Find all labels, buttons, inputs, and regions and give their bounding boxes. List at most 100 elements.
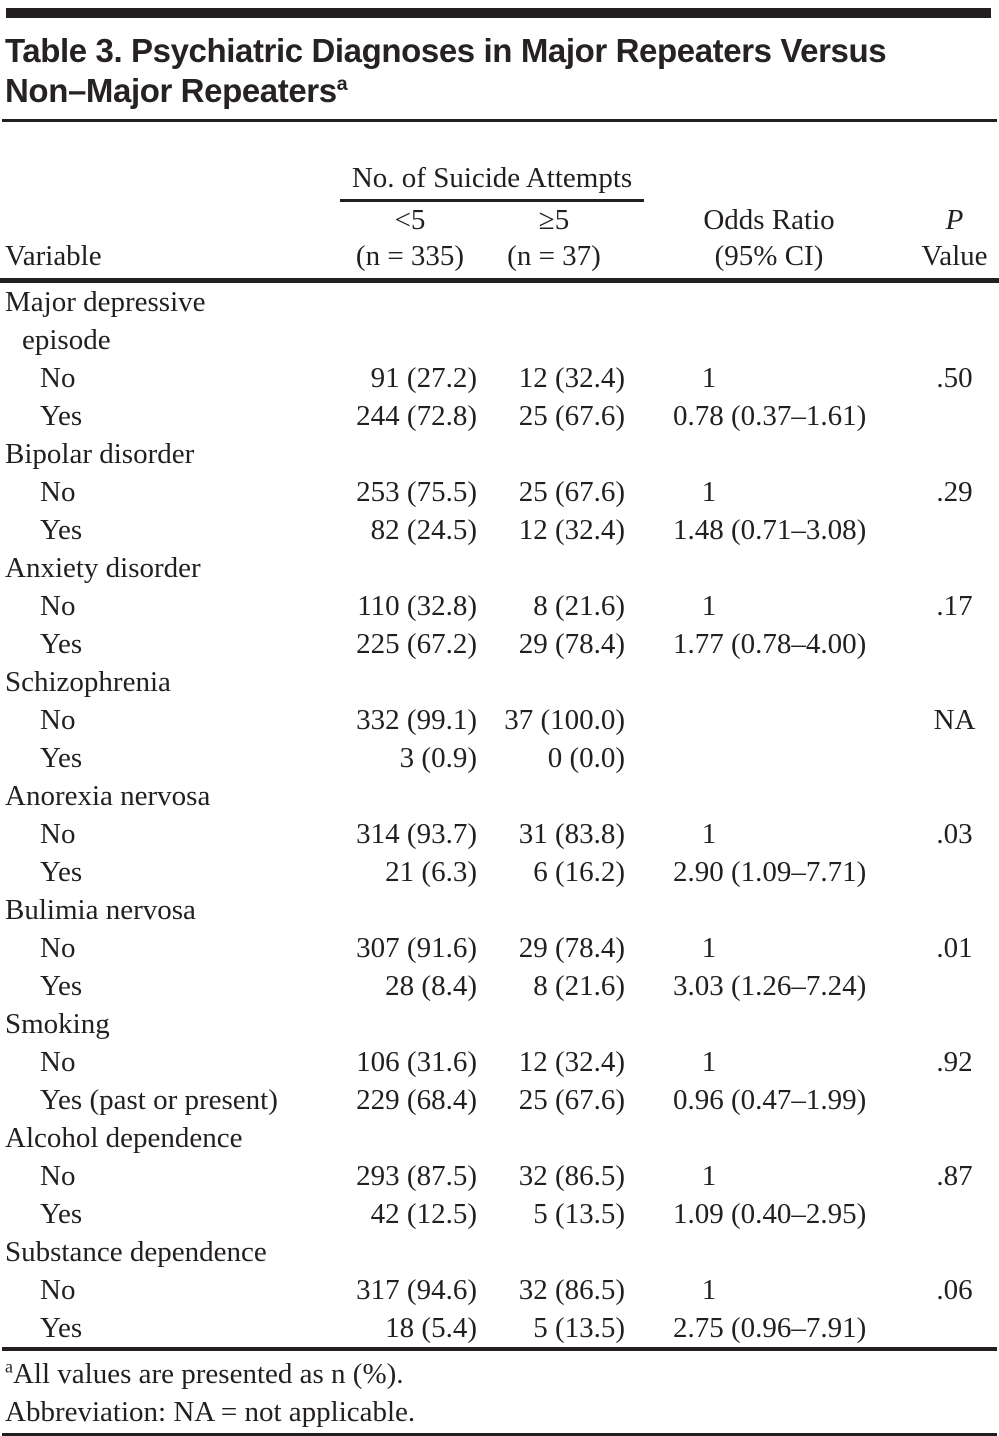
row-p-value-cell: .50 xyxy=(936,362,973,394)
row-p-value-cell: .03 xyxy=(936,818,973,850)
row-odds-ratio-cell: 1 xyxy=(701,932,717,964)
table-row: Anxiety disorder xyxy=(0,549,999,587)
title-footnote-marker: a xyxy=(336,73,348,95)
row-lt5-cell: 253 (75.5) xyxy=(356,476,477,508)
row-lt5-cell: 307 (91.6) xyxy=(356,932,477,964)
row-p-value-cell xyxy=(910,1119,999,1157)
row-lt5-cell: 332 (99.1) xyxy=(356,704,477,736)
row-label: No xyxy=(40,932,76,964)
row-odds-ratio-cell xyxy=(628,281,910,322)
row-label: No xyxy=(40,362,76,394)
row-lt5-cell: 21 (6.3) xyxy=(385,856,477,888)
row-label: Schizophrenia xyxy=(5,666,171,698)
row-odds-ratio-cell: 2.75 (0.96–7.91) xyxy=(673,1312,867,1344)
row-p-value-cell: .92 xyxy=(936,1046,973,1078)
row-p-value-cell: .17 xyxy=(936,590,973,622)
row-ge5-cell: 29 (78.4) xyxy=(518,932,626,964)
table-header: No. of Suicide Attempts Variable <5 (n =… xyxy=(0,122,999,283)
table-row: Schizophrenia xyxy=(0,663,999,701)
table-row: Substance dependence xyxy=(0,1233,999,1271)
row-odds-ratio-cell xyxy=(628,435,910,473)
row-p-value-cell xyxy=(910,1005,999,1043)
row-label: Yes xyxy=(40,1198,83,1230)
column-header-odds-ratio: Odds Ratio (95% CI) xyxy=(628,202,911,283)
table-row: Alcohol dependence xyxy=(0,1119,999,1157)
row-p-value-cell: .29 xyxy=(936,476,973,508)
row-label: No xyxy=(40,704,76,736)
row-lt5-cell: 244 (72.8) xyxy=(356,400,477,432)
row-p-value-cell: .87 xyxy=(936,1160,973,1192)
row-odds-ratio-cell: 1.09 (0.40–2.95) xyxy=(673,1198,867,1230)
table-row: No 91 (27.2) 12 (32.4) 1 .50 xyxy=(0,359,999,397)
row-p-value-cell xyxy=(910,511,999,549)
table-row: Bulimia nervosa xyxy=(0,891,999,929)
row-odds-ratio-cell: 1 xyxy=(701,590,717,622)
row-odds-ratio-cell: 1.77 (0.78–4.00) xyxy=(673,628,867,660)
header-spacer xyxy=(910,122,999,202)
row-p-value-cell: NA xyxy=(933,704,976,736)
row-odds-ratio-cell xyxy=(628,891,910,929)
row-p-value-cell xyxy=(910,891,999,929)
header-group-row: No. of Suicide Attempts xyxy=(0,122,999,202)
row-label: No xyxy=(40,1160,76,1192)
row-odds-ratio-cell: 2.90 (1.09–7.71) xyxy=(673,856,867,888)
footnotes: aAll values are presented as n (%). Abbr… xyxy=(5,1355,997,1431)
row-label: Anxiety disorder xyxy=(5,552,201,584)
row-ge5-cell: 0 (0.0) xyxy=(547,742,626,774)
header-spacer xyxy=(0,122,340,202)
row-ge5-cell: 12 (32.4) xyxy=(518,362,626,394)
row-ge5-cell: 32 (86.5) xyxy=(518,1160,626,1192)
table-row: Yes 3 (0.9) 0 (0.0) xyxy=(0,739,999,777)
row-label: Substance dependence xyxy=(5,1236,267,1268)
journal-table-page: Table 3. Psychiatric Diagnoses in Major … xyxy=(0,8,999,1436)
row-odds-ratio-cell: 1 xyxy=(701,818,717,850)
row-lt5-cell xyxy=(340,777,480,815)
row-lt5-cell xyxy=(340,281,480,322)
row-p-value-cell xyxy=(910,1309,999,1347)
table-row: No 332 (99.1) 37 (100.0) NA xyxy=(0,701,999,739)
table-row: No 307 (91.6) 29 (78.4) 1 .01 xyxy=(0,929,999,967)
table-title-line2: Non–Major Repeatersa xyxy=(5,72,348,109)
row-odds-ratio-cell: 1 xyxy=(701,1274,717,1306)
row-ge5-cell: 12 (32.4) xyxy=(518,514,626,546)
row-lt5-cell: 28 (8.4) xyxy=(385,970,477,1002)
row-lt5-cell xyxy=(340,891,480,929)
table-row: episode xyxy=(0,321,999,359)
table-title-line1: Table 3. Psychiatric Diagnoses in Major … xyxy=(5,32,887,69)
row-label: Yes xyxy=(40,628,83,660)
row-ge5-cell: 5 (13.5) xyxy=(533,1312,626,1344)
table-row: Smoking xyxy=(0,1005,999,1043)
table-row: No 110 (32.8) 8 (21.6) 1 .17 xyxy=(0,587,999,625)
row-ge5-cell: 8 (21.6) xyxy=(533,970,626,1002)
row-lt5-cell: 42 (12.5) xyxy=(370,1198,477,1230)
row-p-value-cell xyxy=(910,777,999,815)
row-ge5-cell: 25 (67.6) xyxy=(518,476,626,508)
column-header-ge5-line2: (n = 37) xyxy=(507,240,601,272)
row-label: Yes xyxy=(40,856,83,888)
row-ge5-cell: 29 (78.4) xyxy=(518,628,626,660)
header-spacer xyxy=(628,122,910,202)
column-header-odds-ratio-line1: Odds Ratio xyxy=(703,204,835,236)
table-row: Yes 42 (12.5) 5 (13.5) 1.09 (0.40–2.95) xyxy=(0,1195,999,1233)
row-odds-ratio-cell: 0.96 (0.47–1.99) xyxy=(673,1084,867,1116)
row-p-value-cell: .01 xyxy=(936,932,973,964)
row-ge5-cell xyxy=(480,1233,628,1271)
row-ge5-cell xyxy=(480,549,628,587)
row-label: No xyxy=(40,590,76,622)
row-p-value-cell xyxy=(910,321,999,359)
row-label: No xyxy=(40,476,76,508)
column-header-odds-ratio-line2: (95% CI) xyxy=(714,240,824,272)
row-ge5-cell: 32 (86.5) xyxy=(518,1274,626,1306)
row-ge5-cell: 5 (13.5) xyxy=(533,1198,626,1230)
row-lt5-cell: 317 (94.6) xyxy=(356,1274,477,1306)
row-p-value-cell xyxy=(910,1081,999,1119)
row-ge5-cell xyxy=(480,281,628,322)
table-row: Yes 28 (8.4) 8 (21.6) 3.03 (1.26–7.24) xyxy=(0,967,999,1005)
header-group-suicide-attempts: No. of Suicide Attempts xyxy=(340,122,645,202)
table-row: Yes 21 (6.3) 6 (16.2) 2.90 (1.09–7.71) xyxy=(0,853,999,891)
row-ge5-cell: 8 (21.6) xyxy=(533,590,626,622)
row-label: Yes xyxy=(40,1312,83,1344)
row-ge5-cell xyxy=(480,1119,628,1157)
row-ge5-cell: 37 (100.0) xyxy=(504,704,626,736)
row-odds-ratio-cell xyxy=(628,1005,910,1043)
